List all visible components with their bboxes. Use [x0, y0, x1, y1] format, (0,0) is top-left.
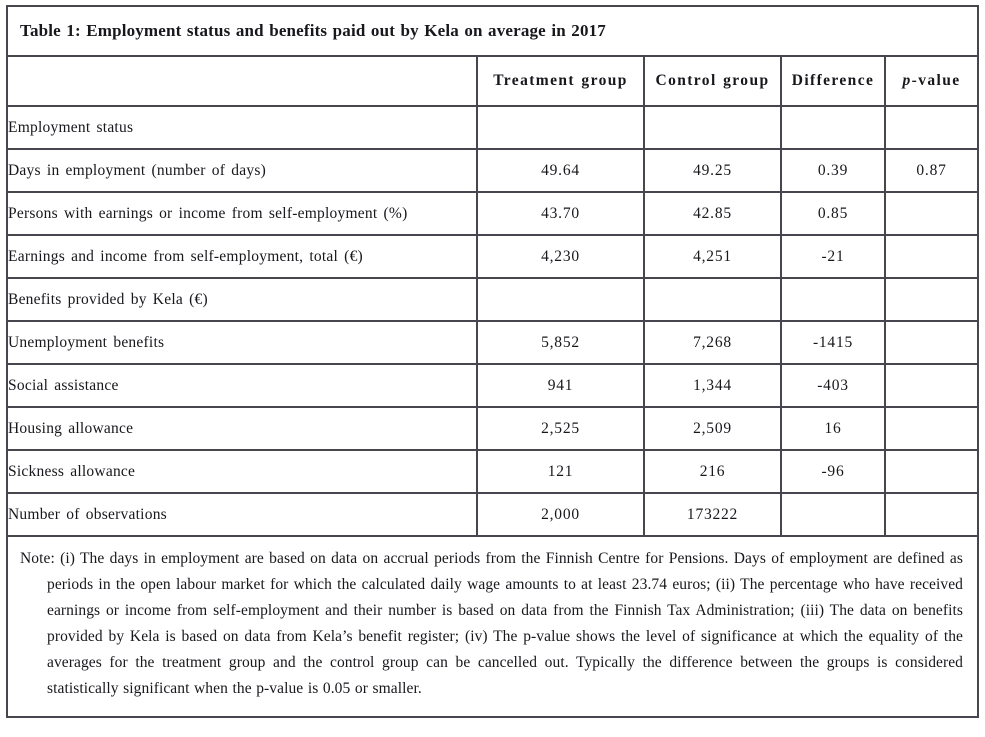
- cell-difference: 0.85: [780, 191, 886, 236]
- column-header-treatment-group: Treatment group: [476, 55, 645, 107]
- cell-treatment: [476, 105, 645, 150]
- cell-treatment: 2,000: [476, 492, 645, 537]
- cell-p-value: [883, 449, 980, 494]
- row-label: Unemployment benefits: [6, 320, 478, 365]
- cell-treatment: 121: [476, 449, 645, 494]
- cell-p-value: [883, 234, 980, 279]
- table-header-row: Treatment group Control group Difference…: [6, 55, 980, 107]
- cell-difference: 16: [780, 406, 886, 451]
- column-header-empty: [6, 55, 478, 107]
- row-label: Number of observations: [6, 492, 478, 537]
- cell-p-value: [883, 277, 980, 322]
- cell-difference: -21: [780, 234, 886, 279]
- cell-treatment: 941: [476, 363, 645, 408]
- cell-control: 42.85: [643, 191, 782, 236]
- cell-treatment: 49.64: [476, 148, 645, 193]
- column-header-difference: Difference: [780, 55, 886, 107]
- row-label: Employment status: [6, 105, 478, 150]
- cell-treatment: [476, 277, 645, 322]
- employment-benefits-table: Table 1: Employment status and benefits …: [5, 5, 980, 718]
- cell-p-value: [883, 191, 980, 236]
- cell-p-value: [883, 105, 980, 150]
- cell-control: 2,509: [643, 406, 782, 451]
- cell-difference: [780, 492, 886, 537]
- table-note-row: Note: (i) The days in employment are bas…: [5, 535, 980, 718]
- table-note: Note: (i) The days in employment are bas…: [20, 550, 964, 697]
- cell-control: [643, 277, 782, 322]
- cell-difference: 0.39: [780, 148, 886, 193]
- row-label: Social assistance: [6, 363, 478, 408]
- table-row: Earnings and income from self-employment…: [6, 234, 980, 279]
- cell-difference: -96: [780, 449, 886, 494]
- cell-control: 1,344: [643, 363, 782, 408]
- table-row: Days in employment (number of days) 49.64…: [6, 148, 980, 193]
- cell-treatment: 4,230: [476, 234, 645, 279]
- table-row: Sickness allowance 121 216 -96: [6, 449, 980, 494]
- cell-treatment: 43.70: [476, 191, 645, 236]
- cell-p-value: [883, 492, 980, 537]
- cell-control: 4,251: [643, 234, 782, 279]
- cell-control: 173222: [643, 492, 782, 537]
- cell-treatment: 2,525: [476, 406, 645, 451]
- table-note-cell: Note: (i) The days in employment are bas…: [5, 535, 980, 718]
- row-label: Housing allowance: [6, 406, 478, 451]
- cell-difference: [780, 105, 886, 150]
- column-header-control-group: Control group: [643, 55, 782, 107]
- table-row: Social assistance 941 1,344 -403: [6, 363, 980, 408]
- cell-p-value: [883, 363, 980, 408]
- table-row: Employment status: [6, 105, 980, 150]
- cell-control: [643, 105, 782, 150]
- table-row: Persons with earnings or income from sel…: [6, 191, 980, 236]
- table-title-row: Table 1: Employment status and benefits …: [5, 5, 980, 57]
- row-label: Persons with earnings or income from sel…: [6, 191, 478, 236]
- table-row: Housing allowance 2,525 2,509 16: [6, 406, 980, 451]
- row-label: Benefits provided by Kela (€): [6, 277, 478, 322]
- column-header-p-value: p-value: [883, 55, 980, 107]
- table-row: Number of observations 2,000 173222: [6, 492, 980, 537]
- table-row: Unemployment benefits 5,852 7,268 -1415: [6, 320, 980, 365]
- cell-difference: -1415: [780, 320, 886, 365]
- cell-p-value: [883, 406, 980, 451]
- row-label: Sickness allowance: [6, 449, 478, 494]
- table-row: Benefits provided by Kela (€): [6, 277, 980, 322]
- row-label: Earnings and income from self-employment…: [6, 234, 478, 279]
- cell-control: 7,268: [643, 320, 782, 365]
- cell-difference: -403: [780, 363, 886, 408]
- table-title: Table 1: Employment status and benefits …: [5, 5, 980, 57]
- cell-p-value: 0.87: [883, 148, 980, 193]
- cell-control: 216: [643, 449, 782, 494]
- cell-difference: [780, 277, 886, 322]
- cell-control: 49.25: [643, 148, 782, 193]
- row-label: Days in employment (number of days): [6, 148, 478, 193]
- cell-treatment: 5,852: [476, 320, 645, 365]
- cell-p-value: [883, 320, 980, 365]
